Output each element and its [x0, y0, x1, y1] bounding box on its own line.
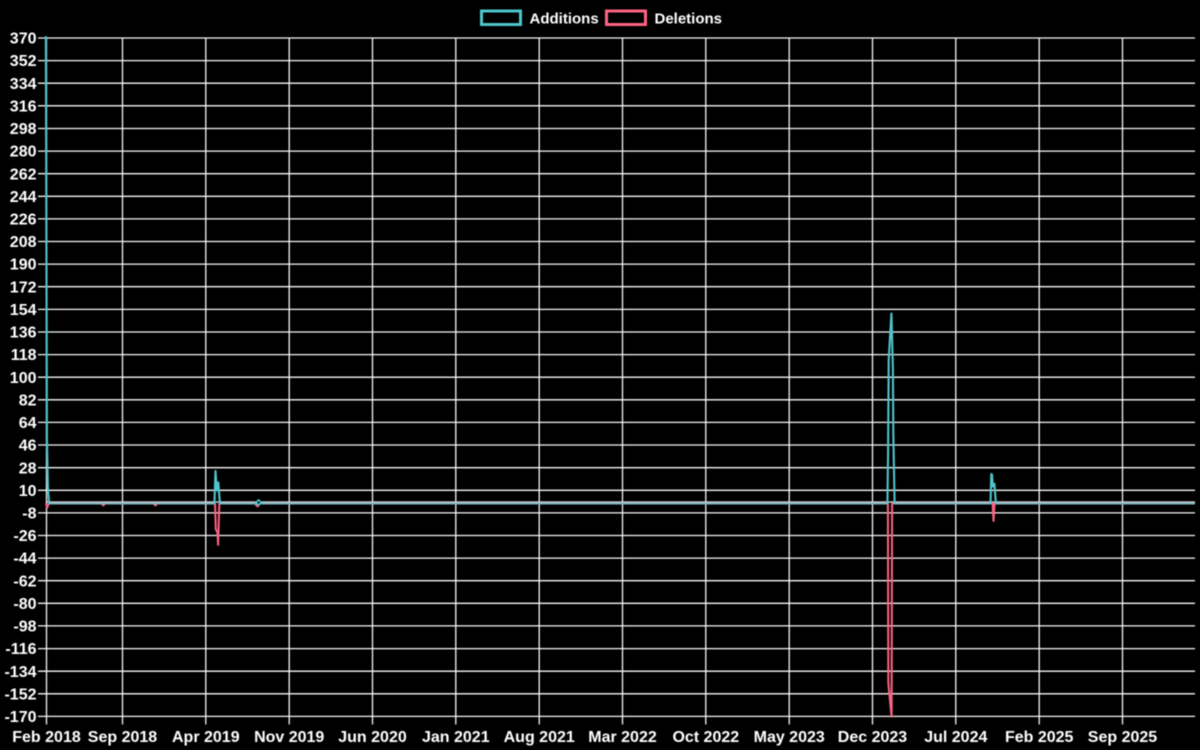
svg-text:118: 118	[11, 347, 37, 364]
svg-text:190: 190	[10, 257, 37, 274]
svg-text:May 2023: May 2023	[754, 729, 825, 746]
svg-text:64: 64	[19, 415, 37, 432]
svg-text:-80: -80	[13, 596, 36, 613]
svg-text:Nov 2019: Nov 2019	[254, 729, 324, 746]
svg-text:316: 316	[10, 98, 37, 115]
svg-text:46: 46	[19, 438, 37, 455]
svg-text:-134: -134	[4, 664, 36, 681]
svg-text:28: 28	[19, 460, 37, 477]
svg-text:Apr 2019: Apr 2019	[172, 729, 240, 746]
svg-text:208: 208	[10, 234, 37, 251]
svg-text:Feb 2018: Feb 2018	[12, 729, 81, 746]
svg-text:10: 10	[19, 483, 37, 500]
svg-text:-8: -8	[22, 506, 36, 523]
svg-text:-62: -62	[13, 573, 36, 590]
svg-text:334: 334	[10, 76, 37, 93]
svg-text:100: 100	[10, 370, 37, 387]
svg-text:-152: -152	[4, 686, 36, 703]
svg-text:-26: -26	[13, 528, 36, 545]
svg-text:Aug 2021: Aug 2021	[504, 729, 575, 746]
svg-text:-116: -116	[5, 641, 36, 658]
svg-text:Deletions: Deletions	[655, 11, 723, 28]
svg-text:Jan 2021: Jan 2021	[422, 729, 490, 746]
svg-text:154: 154	[10, 302, 37, 319]
svg-text:Sep 2025: Sep 2025	[1088, 729, 1157, 746]
svg-text:Oct 2022: Oct 2022	[672, 729, 739, 746]
svg-text:-170: -170	[4, 709, 36, 726]
svg-text:Mar 2022: Mar 2022	[588, 729, 657, 746]
svg-text:370: 370	[10, 31, 37, 48]
svg-text:Additions: Additions	[530, 11, 599, 28]
svg-text:82: 82	[19, 392, 37, 409]
svg-text:262: 262	[10, 166, 37, 183]
svg-text:-98: -98	[13, 619, 36, 636]
svg-text:172: 172	[10, 279, 37, 296]
svg-text:-44: -44	[13, 551, 36, 568]
svg-text:Jun 2020: Jun 2020	[338, 729, 407, 746]
svg-text:Feb 2025: Feb 2025	[1005, 729, 1074, 746]
svg-text:Sep 2018: Sep 2018	[88, 729, 157, 746]
svg-text:280: 280	[10, 144, 37, 161]
svg-text:226: 226	[10, 212, 37, 229]
svg-text:298: 298	[10, 121, 37, 138]
svg-text:Jul 2024: Jul 2024	[924, 729, 987, 746]
svg-text:352: 352	[10, 53, 37, 70]
svg-text:Dec 2023: Dec 2023	[838, 729, 907, 746]
svg-text:244: 244	[10, 189, 37, 206]
svg-text:136: 136	[10, 325, 37, 342]
